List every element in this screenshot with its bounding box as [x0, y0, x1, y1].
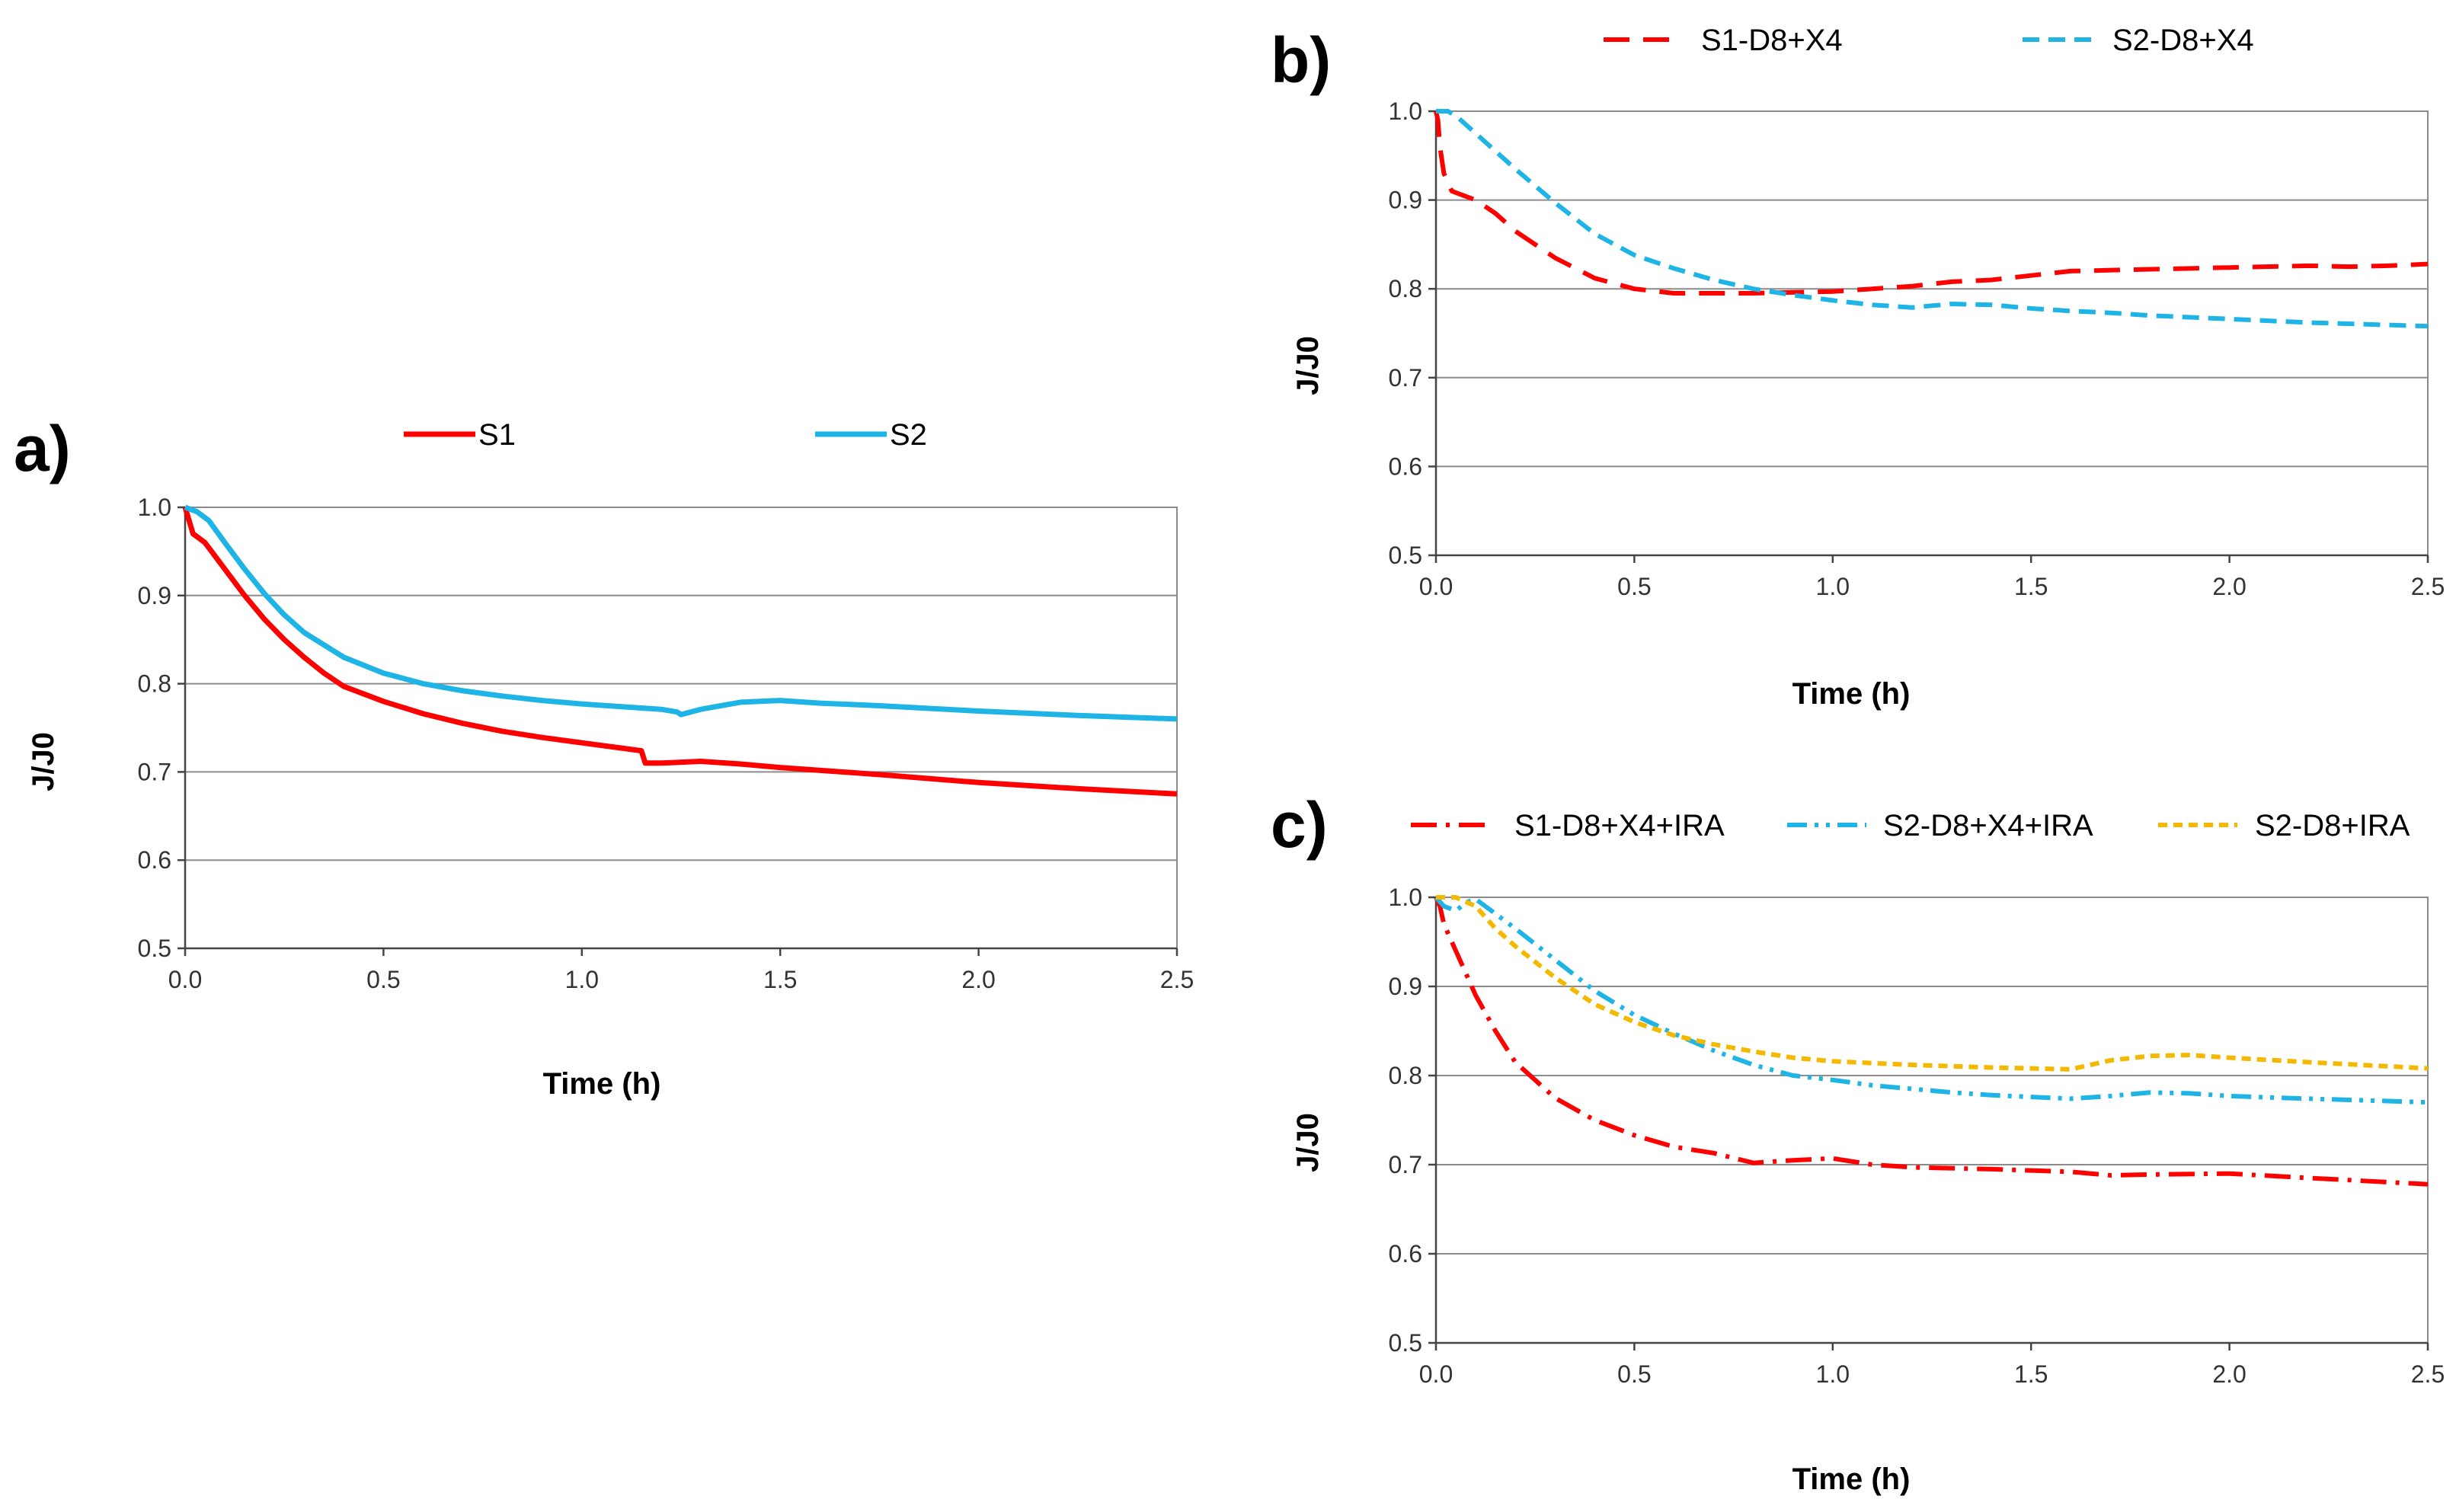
y-tick-label: 1.0 [138, 494, 171, 521]
panel-a-x-axis-title: Time (h) [543, 1067, 661, 1101]
x-tick-label: 0.5 [1617, 1360, 1651, 1388]
series-line-s2 [184, 504, 1178, 722]
series-line-s2-d8-x4 [1436, 109, 2429, 329]
panel-b: b) S1-D8+X4 S2-D8+X4 0.50.60.70.80.91.00.… [1271, 24, 2445, 711]
panel-b-plot: 0.5 0.6 0.7 0.8 0.9 1.0 0.0 0.5 1.0 1.5 2.0 2.5 [1389, 97, 2445, 600]
x-tick-label: 2.5 [2411, 573, 2445, 600]
y-tick-label: 0.9 [1389, 187, 1422, 214]
y-tick-label: 0.6 [1389, 452, 1422, 480]
x-tick-label: 2.5 [2411, 1360, 2445, 1388]
panel-b-y-axis-title: J/J0 [1291, 336, 1325, 395]
x-tick-label: 0.0 [1419, 1360, 1453, 1388]
series-line-s1-d8-x4-ira [1434, 896, 2429, 1187]
panel-b-legend: S1-D8+X4 S2-D8+X4 [1604, 24, 2254, 57]
x-tick-label: 0.5 [1617, 573, 1651, 600]
y-tick-label: 0.9 [138, 582, 171, 609]
x-tick-label: 1.5 [2014, 1360, 2048, 1388]
panel-a: a) S1 S2 0.5 0.6 0.7 0.8 0.9 1.0 0.0 0.5 1.0 1.5 2.… [14, 413, 1194, 1101]
panel-c-label: c) [1271, 789, 1328, 861]
panel-b-x-axis-title: Time (h) [1792, 677, 1911, 711]
plot-area [184, 507, 1178, 949]
x-tick-label: 2.0 [961, 966, 995, 993]
x-tick-label: 1.5 [763, 966, 797, 993]
panel-a-plot: 0.5 0.6 0.7 0.8 0.9 1.0 0.0 0.5 1.0 1.5 2.0 2.5 [138, 494, 1194, 993]
series-line-s2-d8-x4-ira [1434, 896, 2429, 1105]
panel-c-y-axis-title: J/J0 [1291, 1113, 1325, 1172]
series-line-s2-d8-ira [1436, 895, 2429, 1072]
x-tick-label: 1.0 [1816, 573, 1850, 600]
panel-c: c) S1-D8+X4+IRA S2-D8+X4+IRA S2-D8+IRA 0.5… [1271, 789, 2445, 1496]
legend-label: S1-D8+X4 [1701, 24, 1843, 57]
y-tick-label: 0.8 [138, 670, 171, 698]
y-tick-label: 0.7 [1389, 1151, 1422, 1178]
legend-label: S2-D8+IRA [2255, 809, 2410, 842]
x-tick-label: 2.0 [2212, 573, 2246, 600]
y-tick-label: 0.7 [1389, 364, 1422, 392]
panel-b-label: b) [1271, 24, 1331, 96]
panel-c-plot: 0.5 0.6 0.7 0.8 0.9 1.0 0.0 0.5 1.0 1.5 2.0 2.5 [1389, 884, 2445, 1388]
legend-label: S2-D8+X4+IRA [1883, 809, 2093, 842]
x-tick-label: 2.5 [1160, 966, 1194, 993]
panel-c-x-axis-title: Time (h) [1792, 1462, 1911, 1496]
y-tick-label: 0.7 [138, 758, 171, 785]
legend-label: S1-D8+X4+IRA [1514, 809, 1725, 842]
y-tick-label: 0.5 [138, 935, 171, 962]
panel-a-y-axis-title: J/J0 [27, 732, 60, 791]
x-tick-label: 0.0 [1419, 573, 1453, 600]
y-tick-label: 0.8 [1389, 275, 1422, 302]
y-tick-label: 0.5 [1389, 542, 1422, 569]
y-tick-label: 0.9 [1389, 973, 1422, 1000]
plot-area [1435, 110, 2429, 556]
panel-a-label: a) [14, 413, 71, 484]
y-tick-label: 0.6 [1389, 1240, 1422, 1267]
legend-label: S2-D8+X4 [2112, 24, 2254, 57]
plot-area [1435, 897, 2429, 1344]
y-tick-label: 1.0 [1389, 97, 1422, 125]
x-tick-label: 1.5 [2014, 573, 2048, 600]
panel-c-legend: S1-D8+X4+IRA S2-D8+X4+IRA S2-D8+IRA [1411, 809, 2410, 842]
y-tick-label: 0.6 [138, 846, 171, 874]
x-tick-label: 1.0 [565, 966, 599, 993]
series-line-s1 [182, 506, 1178, 797]
y-tick-label: 0.8 [1389, 1062, 1422, 1089]
x-tick-label: 0.5 [366, 966, 400, 993]
y-tick-label: 0.5 [1389, 1329, 1422, 1357]
x-tick-label: 0.0 [168, 966, 202, 993]
y-tick-label: 1.0 [1389, 884, 1422, 911]
panel-a-legend: S1 S2 [404, 418, 927, 452]
x-tick-label: 2.0 [2212, 1360, 2246, 1388]
legend-label: S1 [478, 418, 516, 452]
x-tick-label: 1.0 [1816, 1360, 1850, 1388]
series-line-s1-d8-x4 [1434, 110, 2429, 296]
legend-label: S2 [890, 418, 927, 452]
